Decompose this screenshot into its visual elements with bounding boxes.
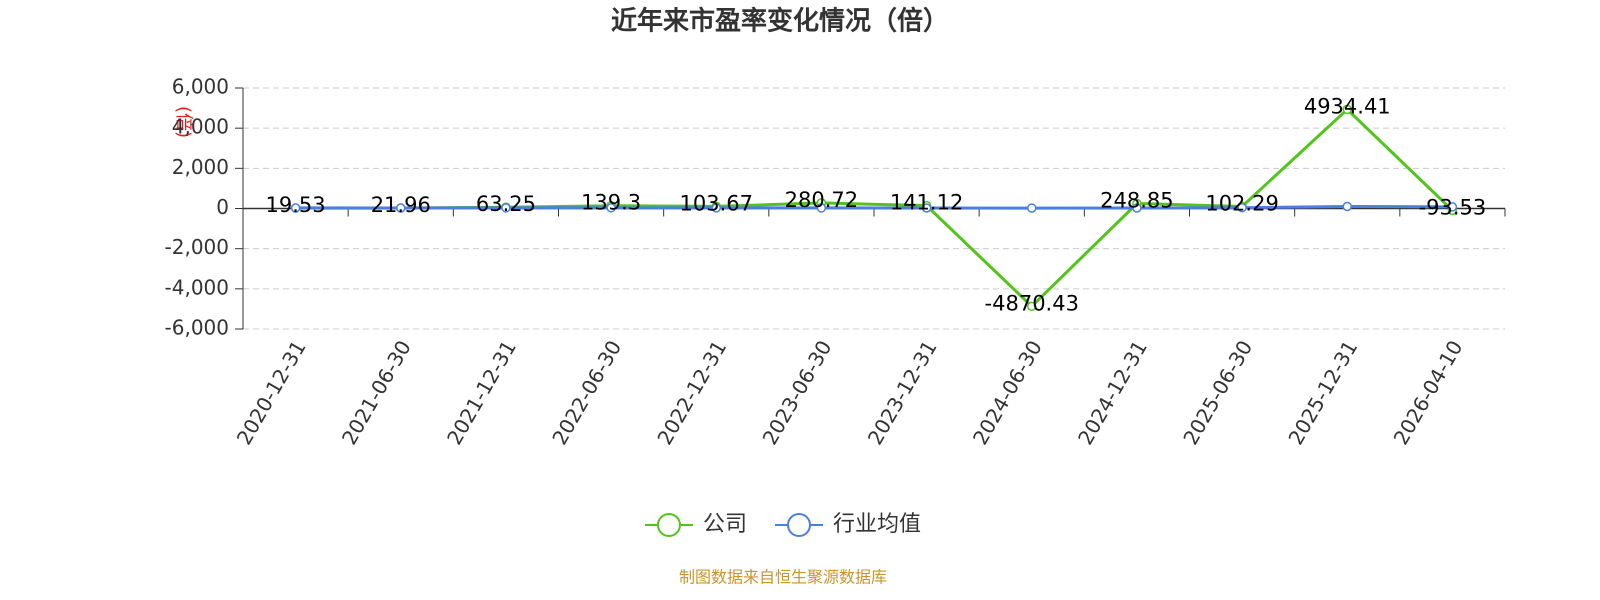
y-tick-label: 2,000 [172,155,229,179]
data-point [816,203,827,213]
data-point [290,203,301,213]
x-tick-label: 2023-12-31 [863,336,942,449]
data-label: 4934.41 [1304,94,1391,118]
y-tick-label: -4,000 [165,275,229,299]
x-tick-label: 2022-06-30 [547,336,626,449]
data-label: -93.53 [1419,195,1487,219]
data-point [396,203,406,213]
data-label: 139.3 [581,191,641,215]
x-tick-label: 2026-04-10 [1389,336,1468,449]
chart-title: 近年来市盈率变化情况（倍） [611,6,949,37]
data-label: 103.67 [680,191,753,215]
data-label: 248.85 [1100,189,1173,213]
y-tick-label: -2,000 [165,235,229,259]
data-point [1342,201,1352,212]
data-label: 280.72 [785,188,858,212]
source-note: 制图数据来自恒生聚源数据库 [679,568,887,587]
series-line [295,204,1453,210]
data-label: -4870.43 [985,291,1079,315]
legend-label: 行业均值 [833,512,921,537]
x-tick-label: 2020-12-31 [232,336,311,449]
x-tick-label: 2021-12-31 [442,336,521,449]
data-point [1132,203,1142,213]
data-point [1342,104,1352,115]
data-label: 63.25 [476,192,536,216]
data-label: 21.96 [371,193,431,217]
x-tick-label: 2024-06-30 [968,336,1047,449]
x-tick-label: 2023-06-30 [758,336,837,449]
x-tick-label: 2021-06-30 [337,336,416,449]
data-point [501,203,511,213]
y-axis-label: (倍) [173,106,194,138]
data-label: 141.12 [890,191,963,215]
data-point [921,203,932,213]
data-label: 19.53 [266,193,326,217]
data-point [606,203,616,213]
x-tick-label: 2025-06-30 [1178,336,1257,449]
data-point [1447,202,1458,212]
legend-marker [657,513,681,537]
data-label: 102.29 [1205,191,1278,215]
data-point [1027,301,1037,312]
data-point [711,203,721,213]
legend-label: 公司 [703,512,747,537]
legend-marker [787,513,812,537]
x-tick-label: 2025-12-31 [1283,336,1362,449]
y-tick-label: 4,000 [172,115,229,139]
x-tick-label: 2022-12-31 [652,336,731,449]
data-point [1237,202,1247,213]
y-tick-label: 0 [216,195,229,219]
y-tick-label: -6,000 [165,316,229,340]
data-point [1027,203,1037,213]
y-tick-label: 6,000 [172,75,229,99]
x-tick-label: 2024-12-31 [1073,336,1152,449]
